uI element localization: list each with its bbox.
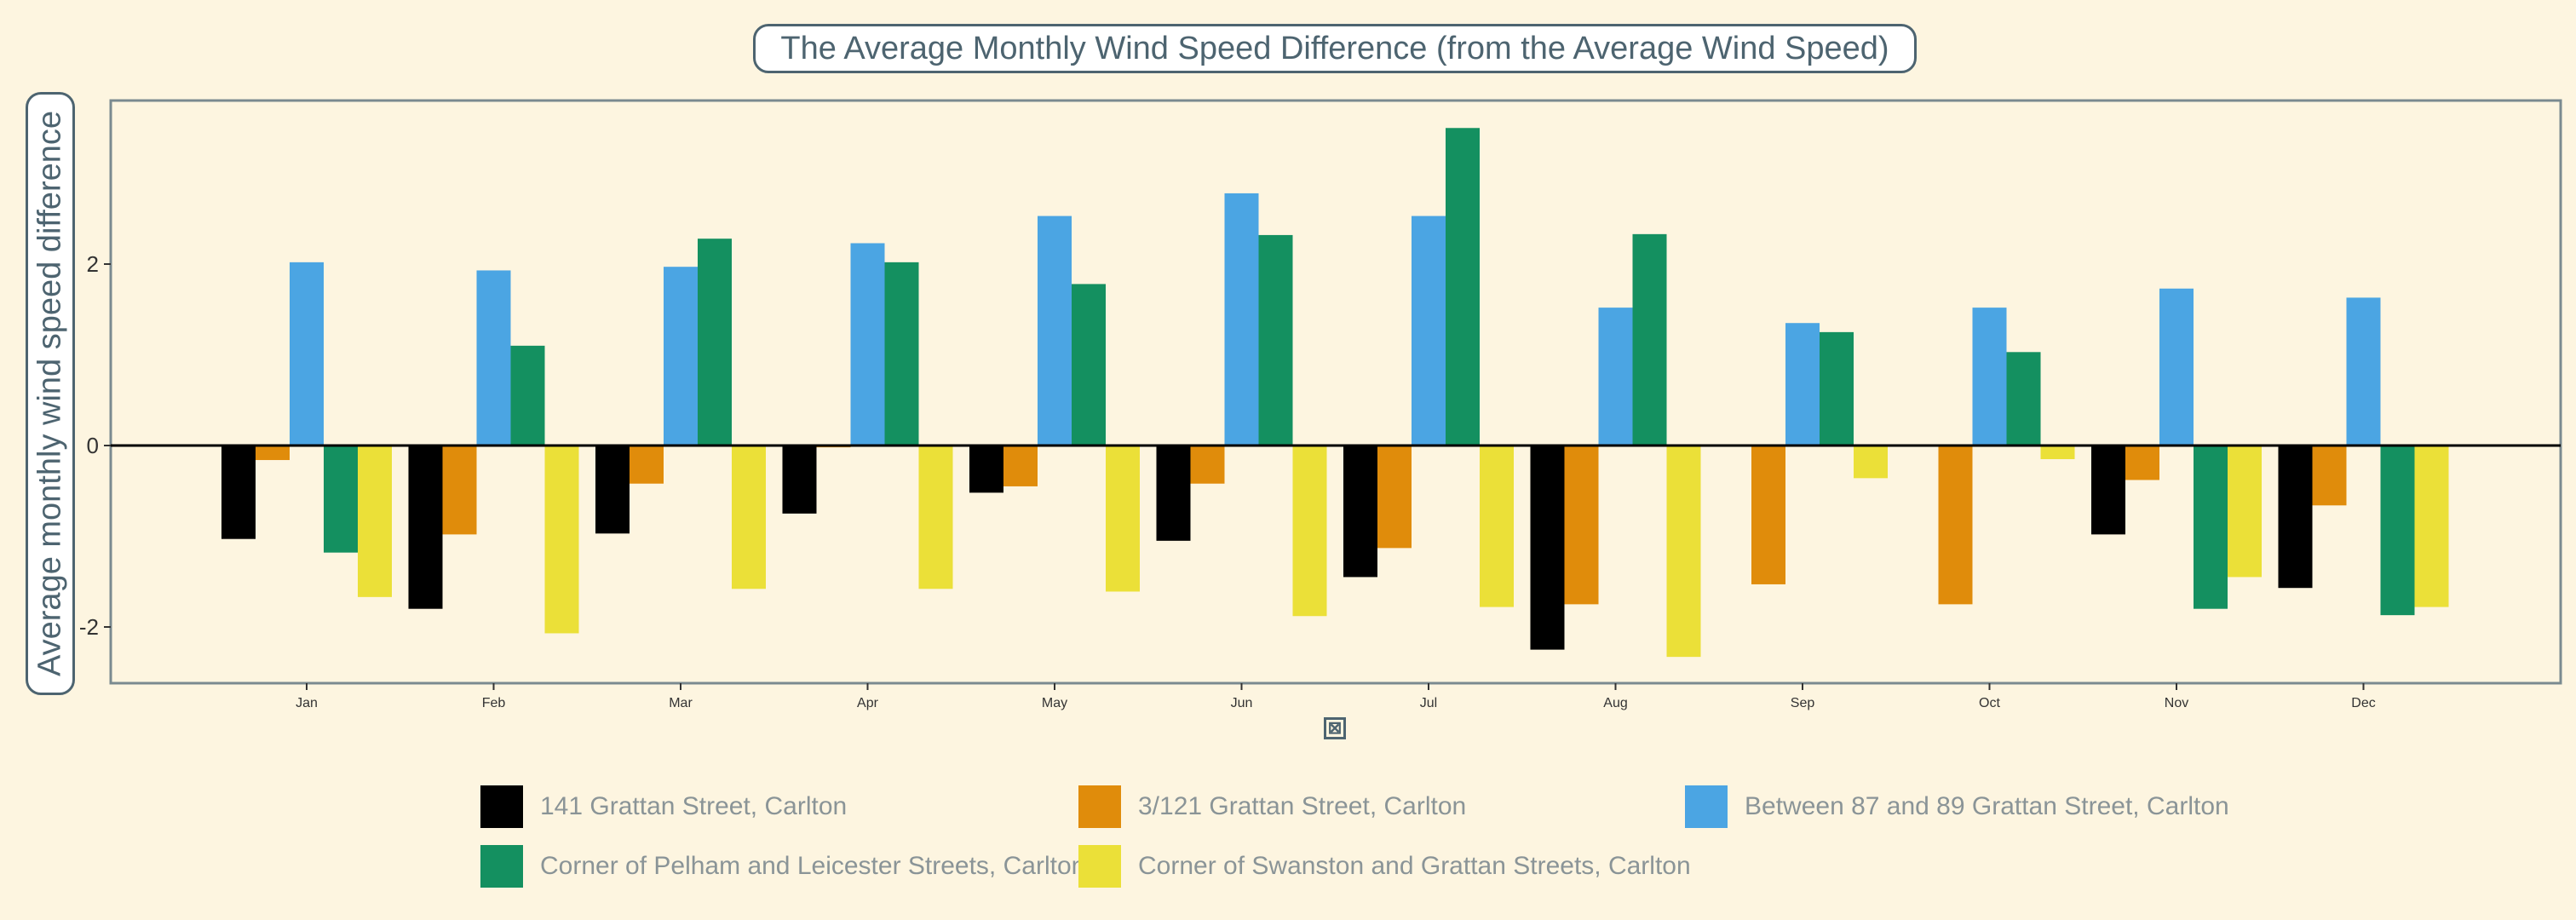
bar-nov-series-3: [2159, 288, 2194, 446]
x-tick-label-apr: Apr: [857, 696, 879, 710]
chart-title: The Average Monthly Wind Speed Differenc…: [753, 24, 1917, 73]
bar-nov-series-1: [2091, 446, 2125, 535]
legend-swatch: [480, 785, 523, 828]
bar-mar-series-5: [732, 446, 766, 589]
x-tick-label-sep: Sep: [1791, 696, 1815, 710]
bar-apr-series-1: [782, 446, 817, 514]
bar-apr-series-4: [884, 262, 919, 446]
bar-feb-series-3: [476, 270, 511, 446]
x-tick-label-jan: Jan: [296, 696, 318, 710]
y-tick-label: 2: [87, 251, 99, 277]
legend: 141 Grattan Street, Carlton 3/121 Grattan…: [480, 785, 2303, 889]
legend-swatch: [1078, 845, 1121, 888]
bar-jun-series-2: [1190, 446, 1225, 484]
x-tick-label-jun: Jun: [1231, 696, 1253, 710]
bar-apr-series-5: [918, 446, 953, 589]
bar-sep-series-4: [1820, 331, 1854, 446]
bar-nov-series-5: [2228, 446, 2262, 578]
legend-item-1: 141 Grattan Street, Carlton: [480, 785, 847, 828]
bar-feb-series-2: [442, 446, 477, 535]
bars-layer: [221, 128, 2449, 658]
bar-aug-series-1: [1530, 446, 1565, 650]
x-tick-label-may: May: [1042, 696, 1067, 710]
bar-dec-series-2: [2312, 446, 2347, 506]
bar-dec-series-4: [2380, 446, 2415, 616]
legend-swatch: [1078, 785, 1121, 828]
bar-aug-series-3: [1598, 308, 1633, 446]
x-axis: Jan Feb Mar Apr May Jun Jul Aug Sep Oct Nov Dec: [296, 683, 2376, 710]
chart-title-text: The Average Monthly Wind Speed Differenc…: [780, 30, 1889, 66]
x-tick-label-dec: Dec: [2351, 696, 2375, 710]
bar-mar-series-3: [664, 267, 698, 446]
bar-jul-series-4: [1446, 128, 1480, 446]
bar-nov-series-2: [2125, 446, 2159, 480]
x-tick-label-feb: Feb: [482, 696, 506, 710]
legend-item-5: Corner of Swanston and Grattan Streets, …: [1078, 845, 1691, 888]
legend-label: 3/121 Grattan Street, Carlton: [1138, 792, 1467, 820]
bar-aug-series-2: [1564, 446, 1599, 605]
bar-jun-series-4: [1258, 234, 1293, 446]
legend-item-3: Between 87 and 89 Grattan Street, Carlto…: [1685, 785, 2229, 828]
bar-feb-series-1: [408, 446, 443, 609]
x-tick-label-jul: Jul: [1420, 696, 1437, 710]
y-axis-label-text: Average monthly wind speed difference: [32, 110, 68, 677]
bar-feb-series-5: [544, 446, 579, 634]
bar-jul-series-5: [1480, 446, 1514, 607]
y-axis-label: Average monthly wind speed difference: [26, 92, 75, 695]
legend-label: Corner of Swanston and Grattan Streets, …: [1138, 852, 1691, 880]
plot-area: [109, 99, 2562, 685]
bar-mar-series-4: [698, 239, 732, 446]
bar-jan-series-1: [221, 446, 256, 539]
bar-dec-series-1: [2278, 446, 2313, 589]
x-tick-label-oct: Oct: [1979, 696, 2000, 710]
y-axis: -2 0 2: [79, 251, 111, 640]
bar-oct-series-5: [2040, 446, 2075, 459]
legend-label: Corner of Pelham and Leicester Streets, …: [540, 852, 1086, 880]
bar-jun-series-3: [1224, 193, 1259, 446]
bar-may-series-4: [1072, 284, 1106, 446]
x-tick-label-nov: Nov: [2165, 696, 2188, 710]
x-tick-label-mar: Mar: [669, 696, 693, 710]
bar-mar-series-1: [595, 446, 630, 534]
y-tick-label: 0: [87, 433, 99, 458]
bar-dec-series-3: [2346, 297, 2381, 446]
bar-mar-series-2: [630, 446, 664, 484]
legend-label: Between 87 and 89 Grattan Street, Carlto…: [1745, 792, 2229, 820]
bar-may-series-1: [969, 446, 1003, 493]
bar-oct-series-3: [1972, 308, 2007, 446]
legend-item-2: 3/121 Grattan Street, Carlton: [1078, 785, 1466, 828]
bar-jul-series-3: [1412, 216, 1446, 446]
bar-may-series-2: [1003, 446, 1038, 486]
bar-jun-series-1: [1156, 446, 1191, 541]
bar-sep-series-2: [1751, 446, 1785, 584]
bar-jan-series-5: [358, 446, 392, 597]
bar-dec-series-5: [2414, 446, 2449, 607]
bar-oct-series-2: [1938, 446, 1973, 605]
bar-nov-series-4: [2194, 446, 2228, 609]
bar-jan-series-4: [324, 446, 358, 553]
bar-jan-series-2: [256, 446, 290, 461]
bar-jul-series-2: [1377, 446, 1412, 549]
legend-swatch: [480, 845, 523, 888]
bar-jan-series-3: [290, 262, 324, 446]
bar-may-series-5: [1106, 446, 1140, 592]
legend-item-4: Corner of Pelham and Leicester Streets, …: [480, 845, 1085, 888]
bar-sep-series-5: [1854, 446, 1888, 479]
bar-apr-series-3: [850, 243, 885, 446]
legend-swatch: [1685, 785, 1728, 828]
legend-label: 141 Grattan Street, Carlton: [540, 792, 848, 820]
x-tick-label-aug: Aug: [1603, 696, 1627, 710]
bar-may-series-3: [1038, 216, 1072, 446]
broken-image-icon: ⊠: [1324, 717, 1346, 739]
y-tick-label: -2: [79, 614, 99, 640]
bar-sep-series-3: [1785, 323, 1820, 446]
bar-oct-series-4: [2006, 352, 2041, 446]
bar-jun-series-5: [1292, 446, 1327, 617]
bar-feb-series-4: [510, 345, 545, 446]
bar-aug-series-5: [1666, 446, 1701, 658]
bar-aug-series-4: [1632, 233, 1667, 446]
bar-jul-series-1: [1343, 446, 1377, 578]
